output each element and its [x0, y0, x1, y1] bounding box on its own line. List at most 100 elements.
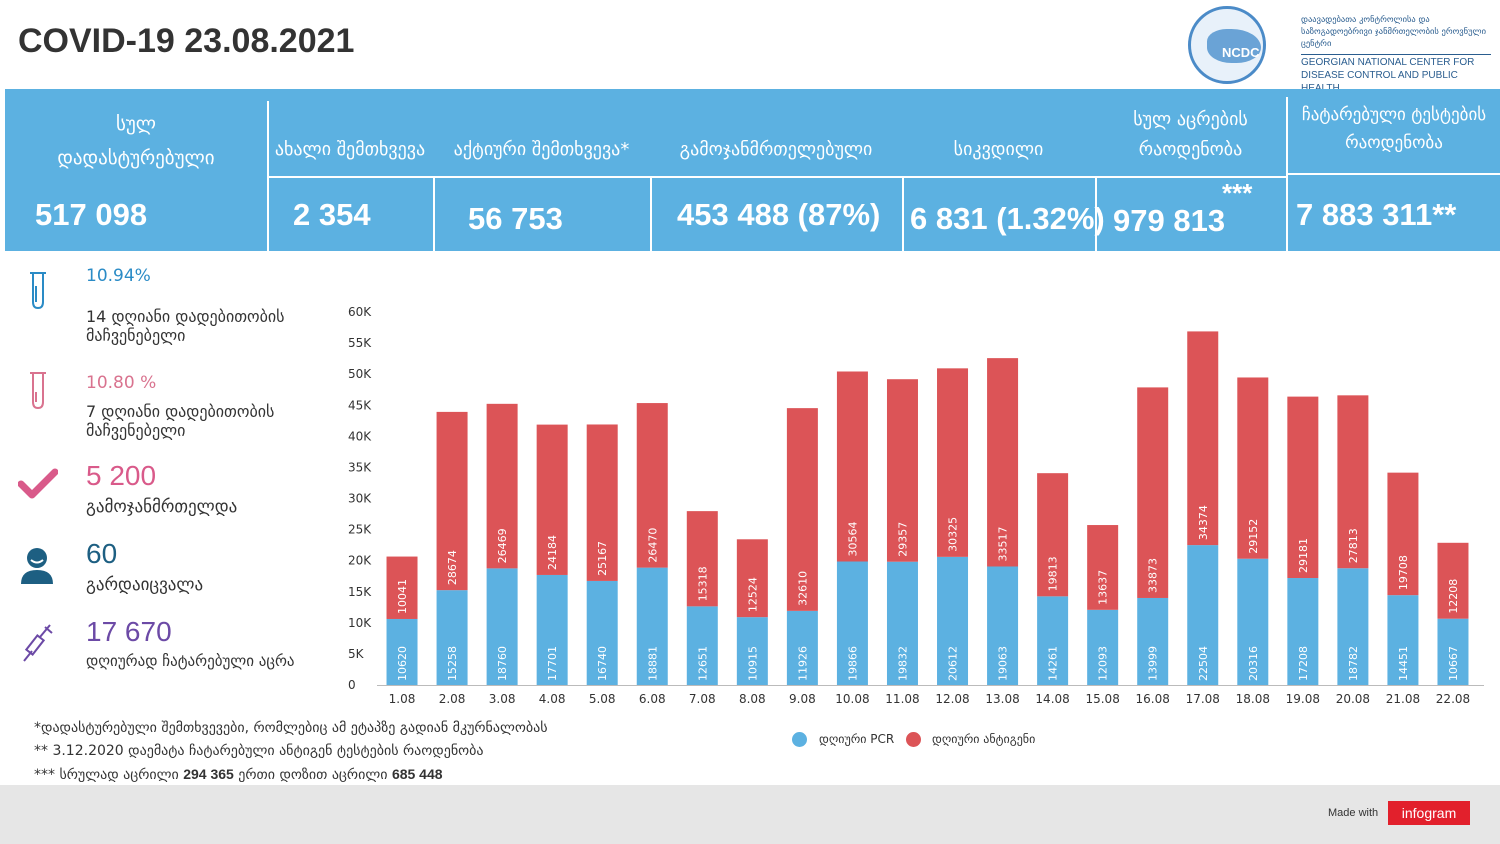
logo-name-en: GEORGIAN NATIONAL CENTER FOR DISEASE CON…	[1301, 54, 1491, 95]
positivity-14-label: 14 დღიანი დადებითობის	[86, 307, 285, 326]
map-shape	[1207, 29, 1261, 63]
bar-antigen	[386, 556, 418, 619]
stat-label: სულ	[115, 113, 157, 135]
stat-label: ჩატარებული ტესტების	[1301, 105, 1487, 125]
divider	[902, 178, 904, 251]
footnote-value: 685 448	[391, 766, 443, 782]
bar-antigen	[486, 403, 518, 569]
stat-confirmed: სულ დადასტურებული 517 098	[5, 89, 267, 251]
positivity-7-value: 10.80 %	[86, 373, 157, 393]
data-label-pcr: 22504	[1197, 646, 1210, 681]
stat-active: აქტიური შემთხვევა* 56 753	[433, 89, 650, 251]
positivity-7-label: 7 დღიანი დადებითობის	[86, 402, 275, 421]
syringe-icon	[23, 624, 53, 662]
bar-pcr	[786, 610, 818, 685]
x-tick-label: 5.08	[589, 692, 616, 706]
x-tick-label: 22.08	[1436, 692, 1470, 706]
bar-antigen	[1437, 542, 1469, 619]
data-label-antigen: 25167	[596, 541, 609, 576]
data-label-antigen: 33873	[1147, 558, 1160, 593]
stat-label: აქტიური შემთხვევა*	[453, 139, 630, 160]
bar-antigen	[736, 539, 768, 618]
positivity-14: 10.94% 14 დღიანი დადებითობის მაჩვენებელი	[86, 266, 285, 345]
x-tick-label: 18.08	[1236, 692, 1270, 706]
bar-antigen	[937, 368, 969, 557]
bar-antigen	[886, 379, 918, 562]
positivity-7: 10.80 % 7 დღიანი დადებითობის მაჩვენებელი	[86, 373, 274, 440]
y-tick-label: 30K	[348, 492, 372, 506]
bar-antigen	[987, 358, 1019, 567]
data-label-pcr: 19866	[846, 646, 859, 681]
logo-abbr: NCDC	[1222, 45, 1260, 60]
y-tick-label: 50K	[348, 367, 372, 381]
positivity-14-label: მაჩვენებელი	[86, 326, 186, 345]
x-tick-label: 12.08	[935, 692, 969, 706]
data-label-antigen: 30564	[846, 521, 859, 556]
data-label-antigen: 27813	[1347, 528, 1360, 563]
x-tick-label: 7.08	[689, 692, 716, 706]
y-tick-label: 35K	[348, 460, 372, 474]
data-label-antigen: 12524	[746, 577, 759, 612]
data-label-antigen: 15318	[696, 566, 709, 601]
page-title: COVID-19 23.08.2021	[18, 22, 355, 60]
data-label-pcr: 17208	[1297, 646, 1310, 681]
data-label-pcr: 15258	[446, 646, 459, 681]
x-tick-label: 16.08	[1136, 692, 1170, 706]
made-with-label: Made with	[1328, 807, 1379, 819]
data-label-pcr: 19063	[997, 646, 1010, 681]
bar-pcr	[987, 566, 1019, 685]
bar-antigen	[686, 511, 718, 607]
y-tick-label: 10K	[348, 616, 372, 630]
x-tick-label: 4.08	[539, 692, 566, 706]
positivity-14-value: 10.94%	[86, 266, 151, 286]
data-label-pcr: 14451	[1397, 646, 1410, 681]
bar-antigen	[636, 403, 668, 568]
footnote-text: *** სრულად აცრილი	[34, 767, 179, 783]
bar-pcr	[1087, 609, 1119, 685]
legend-swatch	[906, 732, 921, 747]
bar-pcr	[1337, 568, 1369, 685]
divider	[1288, 173, 1500, 175]
x-tick-label: 14.08	[1035, 692, 1069, 706]
bar-antigen	[1387, 472, 1419, 596]
y-tick-label: 0	[348, 678, 356, 692]
data-label-pcr: 18782	[1347, 646, 1360, 681]
bar-pcr	[636, 567, 668, 685]
footnote-text: ერთი დოზით აცრილი	[238, 767, 388, 783]
data-label-antigen: 29181	[1297, 538, 1310, 573]
ncdc-logo: NCDC დაავადებათა კონტროლისა და საზოგადოე…	[1188, 6, 1491, 94]
stat-label: დადასტურებული	[57, 147, 215, 169]
bar-pcr	[1387, 595, 1419, 685]
vaccination-note-marker: ***	[1222, 178, 1253, 208]
bar-antigen	[836, 371, 868, 562]
footnote: ** 3.12.2020 დაემატა ჩატარებული ანტიგენ …	[34, 743, 484, 759]
died-today-label: გარდაიცვალა	[86, 575, 204, 595]
test-tube-icon	[30, 272, 46, 310]
stat-vaccinations: სულ აცრების რაოდენობა 979 813	[1095, 89, 1286, 251]
bar-antigen	[1287, 396, 1319, 579]
stat-value: 56 753	[468, 201, 563, 236]
x-tick-label: 20.08	[1336, 692, 1370, 706]
data-label-pcr: 19832	[896, 646, 909, 681]
data-label-antigen: 19813	[1047, 556, 1060, 591]
stats-bar: სულ დადასტურებული 517 098 ახალი შემთხვევ…	[5, 89, 1500, 251]
data-label-pcr: 12651	[696, 646, 709, 681]
infogram-link[interactable]: infogram	[1388, 801, 1470, 825]
y-tick-label: 20K	[348, 554, 372, 568]
x-tick-label: 10.08	[835, 692, 869, 706]
data-label-antigen: 32610	[796, 571, 809, 606]
bar-antigen	[1337, 395, 1369, 569]
stat-recovered: გამოჯანმრთელებული 453 488 (87%)	[650, 89, 902, 251]
data-label-antigen: 26469	[496, 528, 509, 563]
data-label-antigen: 19708	[1397, 555, 1410, 590]
person-icon	[21, 548, 53, 584]
logo-name-ka: დაავადებათა კონტროლისა და საზოგადოებრივი…	[1301, 15, 1486, 49]
data-label-pcr: 17701	[546, 646, 559, 681]
x-tick-label: 2.08	[439, 692, 466, 706]
y-tick-label: 40K	[348, 429, 372, 443]
data-label-antigen: 29357	[896, 522, 909, 557]
x-tick-label: 9.08	[789, 692, 816, 706]
x-tick-label: 15.08	[1085, 692, 1119, 706]
died-today-value: 60	[86, 538, 118, 569]
data-label-antigen: 34374	[1197, 505, 1210, 540]
